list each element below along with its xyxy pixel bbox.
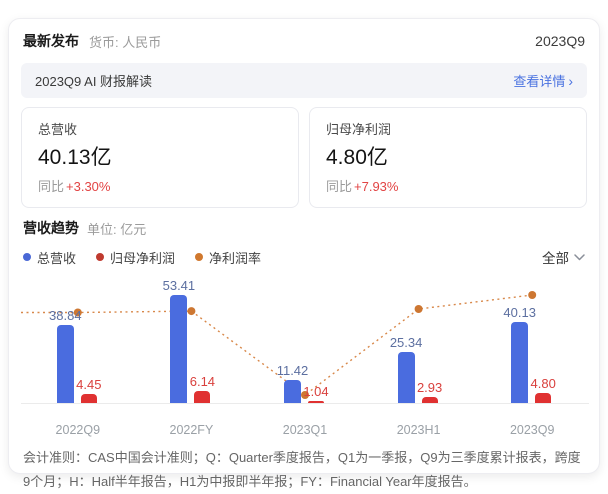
bar-net-profit: [80, 394, 97, 403]
yoy-value: +7.93%: [354, 179, 399, 194]
net-profit-card: 归母净利润 4.80亿 同比 +7.93%: [309, 107, 587, 208]
legend-item-total-revenue[interactable]: 总营收: [23, 248, 76, 267]
legend-item-net-profit[interactable]: 归母净利润: [96, 248, 175, 267]
chart-plot: 38.84 4.45 2022Q9 53.41 6.14 2022FY 11.42 1.04 2…: [21, 272, 589, 440]
axis-label: 2023H1: [396, 423, 441, 437]
x-axis-line: [21, 403, 589, 404]
page-title: 最新发布: [23, 33, 79, 49]
bar-value-label: 4.80: [530, 376, 556, 392]
axis-label: 2023Q1: [282, 423, 328, 437]
bar-net-profit: [194, 390, 211, 403]
bar-value-label: 40.13: [503, 304, 536, 320]
card-title: 归母净利润: [326, 122, 392, 137]
currency-label: 货币: 人民币: [89, 34, 162, 50]
card-value: 40.13亿: [38, 146, 112, 169]
chart-legend: 总营收 归母净利润 净利润率 全部: [21, 247, 587, 267]
total-revenue-card: 总营收 40.13亿 同比 +3.30%: [21, 107, 299, 208]
unit-label: 亿: [90, 146, 112, 169]
card-value: 4.80亿: [326, 146, 388, 169]
bar-value-label: 6.14: [189, 373, 216, 389]
chevron-down-icon: [574, 253, 585, 260]
bar-total-revenue: [284, 379, 301, 403]
bar-total-revenue: [511, 321, 529, 403]
unit-label: 单位: 亿元: [87, 221, 147, 237]
filter-label: 全部: [542, 251, 569, 266]
bar-net-profit: [421, 397, 438, 403]
summary-cards: 总营收 40.13亿 同比 +3.30% 归母净利润 4.80亿 同比 +7.93%: [21, 107, 587, 208]
period-label: 2023Q9: [535, 33, 585, 49]
axis-label: 2023Q9: [509, 423, 555, 437]
net-margin-line: [21, 291, 537, 399]
unit-label: 亿: [366, 146, 388, 169]
bar-total-revenue: [56, 324, 74, 403]
bar-total-revenue: [397, 351, 415, 403]
card-yoy: 同比 +3.30%: [38, 179, 111, 194]
bar-value-label: 2.93: [416, 380, 443, 396]
bar-net-profit: [535, 393, 552, 403]
bar-net-profit: [308, 400, 324, 403]
bar-value-label: 25.34: [389, 334, 423, 350]
header: 最新发布 货币: 人民币 2023Q9: [21, 29, 587, 53]
view-details-label: 查看详情: [513, 74, 566, 89]
yoy-value: +3.30%: [66, 179, 111, 194]
card-yoy: 同比 +7.93%: [326, 179, 399, 194]
bar-total-revenue: [170, 295, 188, 403]
period-filter-dropdown[interactable]: 全部: [542, 247, 585, 267]
bar-value-label: 11.42: [276, 362, 309, 378]
chevron-right-icon: ›: [568, 72, 573, 89]
legend-dot: [23, 253, 31, 261]
trend-section-header: 营收趋势 单位: 亿元: [21, 218, 587, 238]
report-card: 最新发布 货币: 人民币 2023Q9 2023Q9 AI 财报解读 查看详情 …: [8, 18, 600, 489]
card-title: 总营收: [38, 122, 78, 137]
bar-value-label: 38.84: [49, 307, 82, 323]
view-details-link[interactable]: 查看详情 ›: [513, 71, 573, 90]
legend-dot: [195, 253, 204, 261]
trend-section-title: 营收趋势: [23, 220, 79, 236]
legend-item-net-margin[interactable]: 净利润率: [195, 248, 261, 267]
legend-dot: [96, 253, 105, 261]
axis-label: 2022Q9: [55, 423, 101, 437]
bar-value-label: 1.04: [303, 383, 329, 399]
axis-label: 2022FY: [169, 423, 214, 437]
ai-banner-title: 2023Q9 AI 财报解读: [35, 74, 153, 89]
ai-report-banner[interactable]: 2023Q9 AI 财报解读 查看详情 ›: [21, 63, 587, 98]
footnote: 会计准则：CAS中国会计准则；Q：Quarter季度报告，Q1为一季报，Q9为三…: [23, 450, 581, 490]
bar-value-label: 4.45: [76, 377, 102, 392]
bar-value-label: 53.41: [162, 278, 196, 294]
